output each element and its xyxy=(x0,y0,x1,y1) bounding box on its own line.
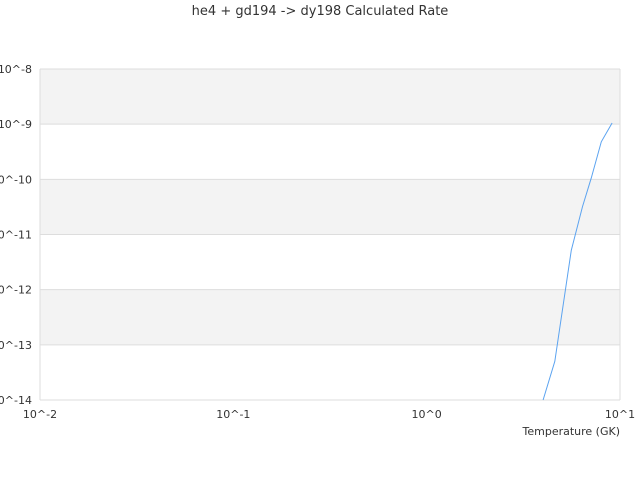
chart-title: he4 + gd194 -> dy198 Calculated Rate xyxy=(191,4,449,19)
x-tick-label: 10^-1 xyxy=(216,408,250,421)
y-tick-label: 10^-12 xyxy=(0,284,32,297)
x-tick-label: 10^0 xyxy=(412,408,442,421)
y-tick-label: 10^-8 xyxy=(0,63,32,76)
x-tick-label: 10^-2 xyxy=(23,408,57,421)
series-line xyxy=(542,122,613,401)
grid-band xyxy=(40,289,620,345)
y-tick-label: 10^-11 xyxy=(0,229,32,242)
y-tick-label: 10^-10 xyxy=(0,173,32,186)
y-tick-label: 10^-13 xyxy=(0,339,32,352)
x-tick-label: 10^1 xyxy=(605,408,635,421)
grid-band xyxy=(40,69,620,125)
y-tick-label: 10^-9 xyxy=(0,118,32,131)
grid-band xyxy=(40,179,620,235)
y-tick-label: 10^-14 xyxy=(0,394,32,407)
x-axis-label: Temperature (GK) xyxy=(522,425,621,438)
